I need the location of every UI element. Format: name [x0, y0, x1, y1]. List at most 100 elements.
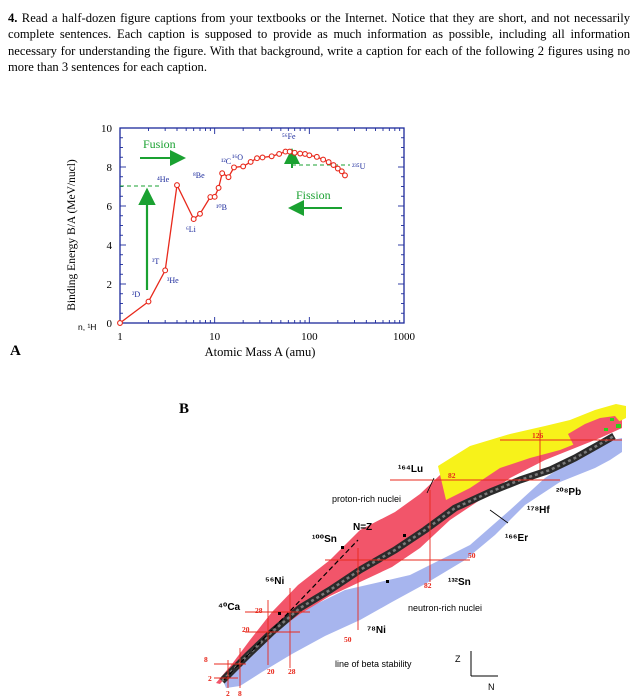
z-axis-label: Z [455, 654, 461, 664]
y-tick-label: 10 [101, 123, 113, 135]
data-point [291, 149, 298, 156]
data-point [211, 193, 218, 200]
neutron-rich-region [222, 438, 622, 688]
label-sn132: ¹³²Sn [448, 577, 471, 588]
svg-text:28: 28 [255, 606, 263, 615]
data-point [313, 153, 320, 160]
svg-text:50: 50 [344, 635, 352, 644]
x-tick-labels: 1 10 100 1000 [117, 331, 415, 343]
question-number: 4. [8, 11, 18, 25]
label-er166: ¹⁶⁶Er [505, 533, 528, 544]
data-point [276, 150, 283, 157]
label-beta-stability: line of beta stability [335, 659, 412, 669]
data-point [330, 162, 337, 169]
question-body: Read a half-dozen figure captions from y… [8, 11, 630, 75]
y-tick-label: 6 [107, 201, 113, 213]
x-tick-label: 100 [301, 331, 318, 343]
figure-a-label: A [10, 343, 21, 359]
data-point [306, 152, 313, 159]
label-u235: ²³⁵U [352, 162, 366, 171]
data-point [286, 148, 293, 155]
magic-number-lines [214, 430, 622, 688]
svg-text:20: 20 [242, 625, 250, 634]
label-he3: ³He [167, 276, 179, 285]
data-point [338, 168, 345, 175]
svg-text:2: 2 [226, 689, 230, 698]
label-lu164: ¹⁶⁴Lu [398, 464, 423, 475]
fission-label: Fission [296, 188, 331, 202]
label-he4: ⁴He [157, 175, 170, 184]
question-text: 4. Read a half-dozen figure captions fro… [8, 10, 630, 76]
label-li6: ⁶Li [186, 225, 197, 234]
nuclide-chart: 2 8 8 2 20 28 20 28 50 50 82 82 126 ¹⁶⁴L… [204, 404, 626, 698]
label-ni78: ⁷⁸Ni [367, 625, 386, 636]
svg-text:126: 126 [532, 431, 544, 440]
label-proton-rich: proton-rich nuclei [332, 494, 401, 504]
label-neutron-rich: neutron-rich nuclei [408, 603, 482, 613]
label-nz: N=Z [353, 522, 372, 533]
binding-energy-chart: 0 2 4 6 8 10 1 10 100 1000 n, ¹H Binding Energy … [66, 123, 416, 359]
data-point [145, 298, 152, 305]
data-point [197, 210, 203, 217]
data-point [254, 155, 260, 162]
magic-number-labels: 2 8 8 2 20 28 20 28 50 50 82 82 126 [204, 431, 544, 698]
label-t: ³T [152, 257, 159, 266]
data-point [297, 150, 304, 157]
data-point [215, 184, 222, 191]
y-tick-label: 0 [107, 318, 113, 330]
fusion-label: Fusion [143, 137, 176, 151]
green-cells [604, 418, 621, 431]
proton-rich-region [216, 412, 622, 684]
data-point [247, 158, 254, 165]
x-tick-label: 1000 [393, 331, 416, 343]
svg-text:28: 28 [288, 667, 296, 676]
binding-energy-curve [119, 150, 346, 324]
tick-marks [119, 127, 404, 324]
data-point [342, 172, 348, 179]
label-ni56: ⁵⁶Ni [265, 576, 285, 587]
svg-text:50: 50 [468, 551, 476, 560]
nz-line [223, 539, 359, 681]
data-point [325, 159, 332, 166]
data-points [117, 148, 348, 326]
label-b10: ¹⁰B [216, 203, 227, 212]
data-point [334, 165, 341, 172]
data-point [320, 156, 327, 163]
label-pb208: ²⁰⁸Pb [556, 487, 581, 498]
label-be: ⁸Be [193, 171, 205, 180]
data-point [225, 174, 232, 181]
y-tick-labels: 0 2 4 6 8 10 [101, 123, 113, 330]
svg-text:82: 82 [448, 471, 456, 480]
data-point [240, 163, 247, 170]
svg-text:82: 82 [424, 581, 432, 590]
data-point [231, 164, 237, 171]
svg-text:2: 2 [208, 674, 212, 683]
y-tick-label: 8 [107, 162, 113, 174]
data-point [117, 320, 123, 326]
axis-indicator: Z N [455, 651, 498, 692]
svg-text:20: 20 [267, 667, 275, 676]
label-sn100: ¹⁰⁰Sn [312, 534, 337, 545]
y-tick-label: 2 [107, 279, 113, 291]
y-tick-label: 4 [107, 240, 113, 252]
superheavy-region [568, 416, 620, 446]
label-o16: ¹⁶O [232, 153, 243, 162]
label-c12: ¹²C [221, 157, 231, 166]
x-tick-label: 1 [117, 331, 123, 343]
data-point [268, 153, 275, 160]
n-axis-label: N [488, 682, 495, 692]
data-point [259, 154, 266, 161]
x-tick-label: 10 [209, 331, 221, 343]
label-hf178: ¹⁷⁸Hf [527, 505, 550, 516]
x-axis-label: Atomic Mass A (amu) [205, 345, 316, 359]
svg-text:8: 8 [204, 655, 208, 664]
data-point [162, 267, 169, 274]
svg-text:8: 8 [238, 689, 242, 698]
label-d: ²D [132, 290, 140, 299]
data-point [190, 216, 197, 223]
origin-labels: n, ¹H [78, 322, 96, 332]
label-ca40: ⁴⁰Ca [218, 602, 241, 613]
label-fe56: ⁵⁶Fe [282, 132, 296, 141]
figure-b-label: B [179, 401, 190, 417]
